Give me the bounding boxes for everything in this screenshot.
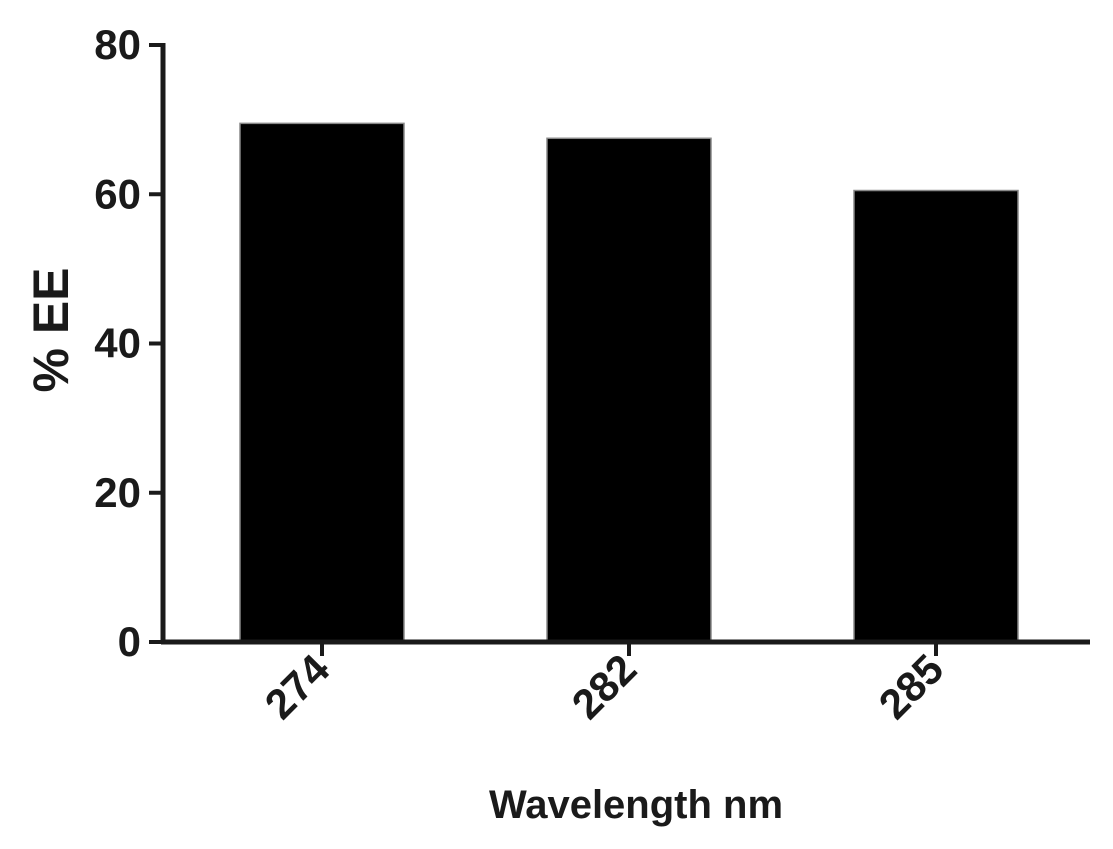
x-tick-label-285: 285 bbox=[870, 645, 953, 728]
x-tick-label-274: 274 bbox=[256, 645, 339, 728]
y-tick-label-0: 0 bbox=[118, 618, 141, 665]
bar-285 bbox=[853, 189, 1019, 643]
y-ticks: 0 20 40 60 80 bbox=[94, 21, 163, 665]
x-ticks: 274 282 285 bbox=[256, 642, 953, 728]
y-tick-label-60: 60 bbox=[94, 170, 141, 217]
bars-layer bbox=[239, 122, 1019, 643]
y-axis-title: % EE bbox=[23, 267, 79, 392]
y-tick-label-20: 20 bbox=[94, 469, 141, 516]
y-tick-label-80: 80 bbox=[94, 21, 141, 68]
bar-282 bbox=[546, 137, 712, 643]
x-axis-title: Wavelength nm bbox=[489, 783, 783, 827]
bar-274 bbox=[239, 122, 405, 643]
y-tick-label-40: 40 bbox=[94, 320, 141, 367]
x-tick-label-282: 282 bbox=[563, 645, 646, 728]
